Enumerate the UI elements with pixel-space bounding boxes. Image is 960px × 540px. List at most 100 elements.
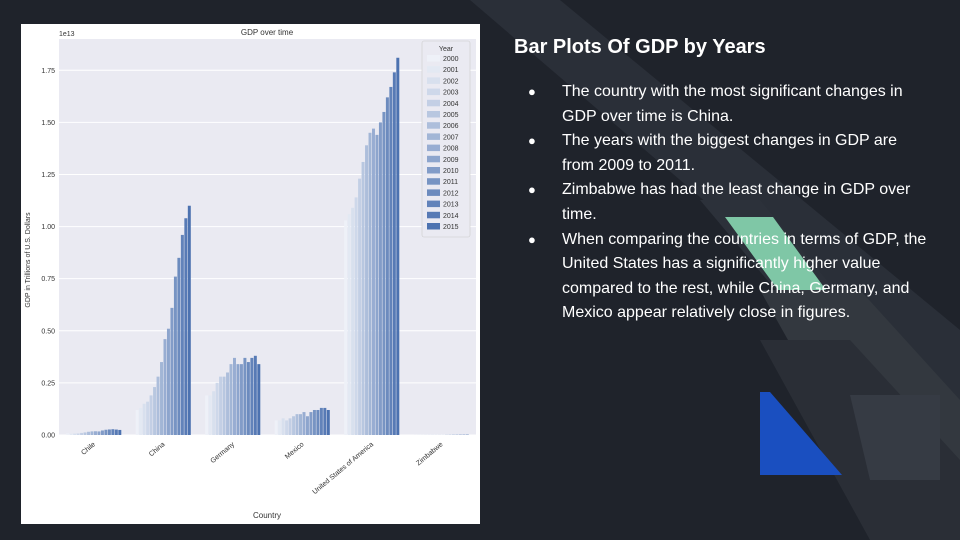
legend-swatch: [427, 133, 440, 140]
bar: [69, 433, 73, 435]
legend-label: 2011: [443, 179, 458, 186]
legend-label: 2000: [443, 56, 459, 63]
bar: [305, 416, 309, 435]
bar: [285, 420, 289, 435]
bullet-text: The years with the biggest changes in GD…: [562, 132, 897, 174]
bar: [361, 161, 365, 435]
legend-entries: 2000 2001 2002 2003 2004 2005 2006 2007 2008 2009…: [427, 55, 459, 231]
bar: [375, 134, 379, 435]
bar: [319, 407, 323, 435]
bar: [118, 429, 122, 435]
bar: [104, 429, 108, 435]
bar: [94, 431, 97, 435]
legend-swatch: [427, 155, 440, 163]
bar: [80, 432, 84, 435]
legend-swatch: [427, 88, 440, 96]
bar: [302, 412, 306, 435]
bar: [170, 307, 174, 435]
legend-label: 2010: [443, 168, 459, 175]
plot-area: [59, 39, 476, 435]
bar: [226, 372, 230, 435]
bar: [382, 111, 386, 436]
bar: [295, 414, 299, 435]
bar: [177, 257, 181, 435]
bar: [205, 395, 209, 435]
bar: [236, 364, 240, 435]
bar: [243, 357, 247, 435]
chart-title: GDP over time: [241, 28, 294, 37]
bg-stripe-5: [850, 395, 940, 480]
legend-swatch: [427, 223, 440, 230]
legend-swatch: [427, 189, 440, 196]
legend-swatch: [427, 144, 440, 152]
bar: [309, 412, 313, 435]
bar: [354, 197, 358, 435]
bar: [385, 97, 389, 435]
legend-label: 2015: [443, 224, 459, 231]
bar: [351, 207, 355, 435]
legend-swatch: [427, 99, 440, 107]
bar: [222, 376, 226, 435]
legend-label: 2008: [443, 146, 459, 153]
bar: [312, 409, 316, 435]
legend-swatch: [427, 122, 440, 129]
bar: [344, 220, 348, 435]
bullet-item: ● The country with the most significant c…: [528, 80, 928, 129]
bar: [100, 430, 104, 435]
bars: [66, 57, 469, 436]
x-tick-label: Zimbabwe: [415, 441, 444, 467]
bar: [389, 86, 393, 436]
offset-text: 1e13: [59, 31, 75, 38]
bullet-item: ● Zimbabwe has had the least change in GD…: [528, 178, 928, 227]
bar: [358, 178, 362, 436]
legend-label: 2006: [443, 123, 459, 130]
legend-title: Year: [439, 46, 454, 53]
bar: [114, 429, 118, 435]
x-tick-label: Germany: [209, 441, 236, 465]
legend-swatch: [427, 211, 440, 219]
legend-label: 2001: [443, 67, 459, 74]
bar: [90, 431, 94, 435]
bullet-item: ● When comparing the countries in terms o…: [528, 228, 928, 326]
bar: [281, 418, 285, 435]
bar: [76, 433, 80, 435]
bullet-list: ● The country with the most significant c…: [528, 80, 928, 326]
bar: [239, 364, 243, 435]
bar: [156, 376, 160, 435]
bar: [288, 418, 292, 435]
bar: [135, 409, 139, 435]
bar: [153, 387, 157, 435]
bar: [278, 420, 282, 435]
bar: [173, 276, 177, 435]
bar: [107, 429, 111, 435]
bar: [163, 339, 167, 435]
bullet-text: Zimbabwe has had the least change in GDP…: [562, 181, 911, 223]
bar: [139, 407, 143, 435]
bar: [215, 382, 219, 435]
bar: [292, 416, 296, 435]
bullet-dot: ●: [528, 182, 536, 198]
bar: [299, 414, 302, 435]
bullet-dot: ●: [528, 84, 536, 99]
bar: [146, 401, 150, 435]
x-tick-label: Chile: [80, 441, 97, 457]
bar: [142, 403, 146, 435]
y-tick-label: 0.25: [41, 380, 55, 387]
slide-title: Bar Plots Of GDP by Years: [514, 36, 766, 58]
bar: [87, 431, 91, 435]
bar: [97, 431, 101, 435]
y-tick-label: 1.50: [41, 120, 55, 127]
legend-label: 2014: [443, 213, 459, 220]
legend-label: 2013: [443, 202, 459, 209]
bullet-item: ● The years with the biggest changes in G…: [528, 129, 928, 178]
x-tick-label: United States of America: [312, 441, 376, 496]
legend-swatch: [427, 111, 440, 118]
bar: [166, 328, 170, 435]
bar: [257, 364, 261, 435]
legend-label: 2009: [443, 157, 459, 164]
bar: [149, 395, 153, 435]
bar: [392, 72, 396, 436]
legend-label: 2007: [443, 134, 459, 141]
bullet-text: The country with the most significant ch…: [562, 83, 903, 125]
bar: [111, 429, 115, 435]
